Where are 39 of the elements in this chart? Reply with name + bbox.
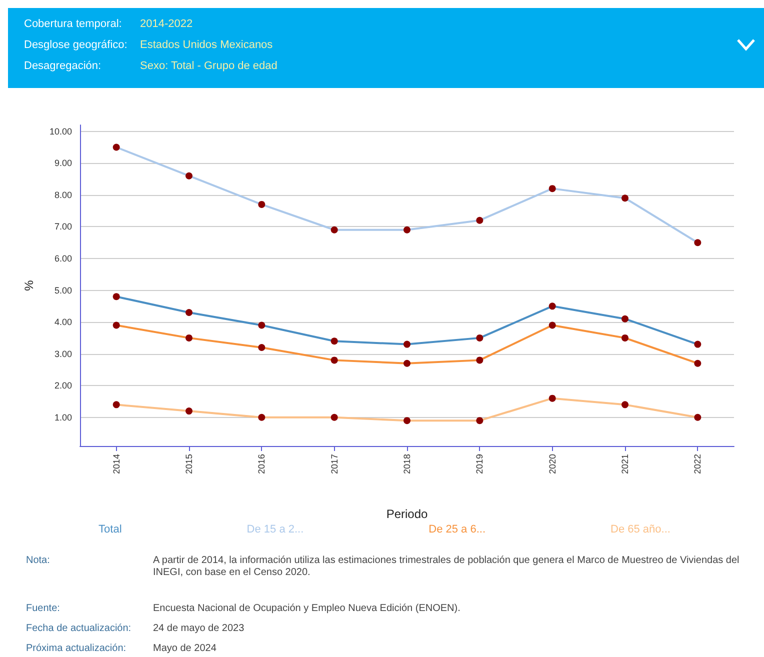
source-note: Fuente: [26,603,60,614]
x-tick-label: 2014 [111,454,122,474]
x-tick-label: 2021 [620,454,630,474]
text: De 65 año... [610,524,670,536]
text: Desagregación: [24,60,102,72]
x-tick-label: 2015 [184,454,194,474]
text: Próxima actualización: [26,643,126,654]
text: 2014-2022 [140,18,193,30]
text: De 15 a 2... [246,524,304,536]
text: De 25 a 6... [428,524,486,536]
y-axis-title: % [22,280,36,291]
x-tick-label: 2017 [329,454,340,474]
y-tick-label: 7.00 [54,222,72,232]
text: Sexo: Total - Grupo de edad [140,60,278,72]
text: Fecha de actualización: [26,623,132,634]
text: Nota: [26,555,50,566]
x-tick-label: 2018 [402,454,412,474]
text: 24 de mayo de 2023 [153,623,246,635]
y-tick-label: 6.00 [54,253,72,264]
y-tick-label: 9.00 [54,158,72,168]
x-tick-label: 2019 [474,454,485,474]
x-axis-title: Periodo [386,507,428,521]
text: Estados Unidos Mexicanos [140,39,273,51]
y-tick-label: 10.00 [49,126,72,136]
x-tick-label: 2020 [547,454,558,474]
y-tick-label: 4.00 [54,317,72,328]
text: Desglose geográfico: [24,39,128,51]
text: Cobertura temporal: [24,18,123,30]
y-tick-label: 2.00 [54,380,72,391]
y-tick-label: 1.00 [54,412,72,422]
text: A partir de 2014, la información utiliza las estimaciones trimestrales de población que genera el Marco de Muestreo de Viviendas del INEGI, con base en el Censo 2020. [153,555,740,579]
text: Mayo de 2024 [153,643,218,655]
x-tick-label: 2016 [256,454,267,474]
y-tick-label: 8.00 [54,190,72,200]
x-tick-label: 2022 [692,454,703,474]
y-tick-label: 5.00 [54,285,72,296]
text: Total [98,524,122,536]
text: Encuesta Nacional de Ocupación y Empleo Nueva Edición (ENOEN). [153,603,462,615]
y-tick-label: 3.00 [54,348,72,359]
